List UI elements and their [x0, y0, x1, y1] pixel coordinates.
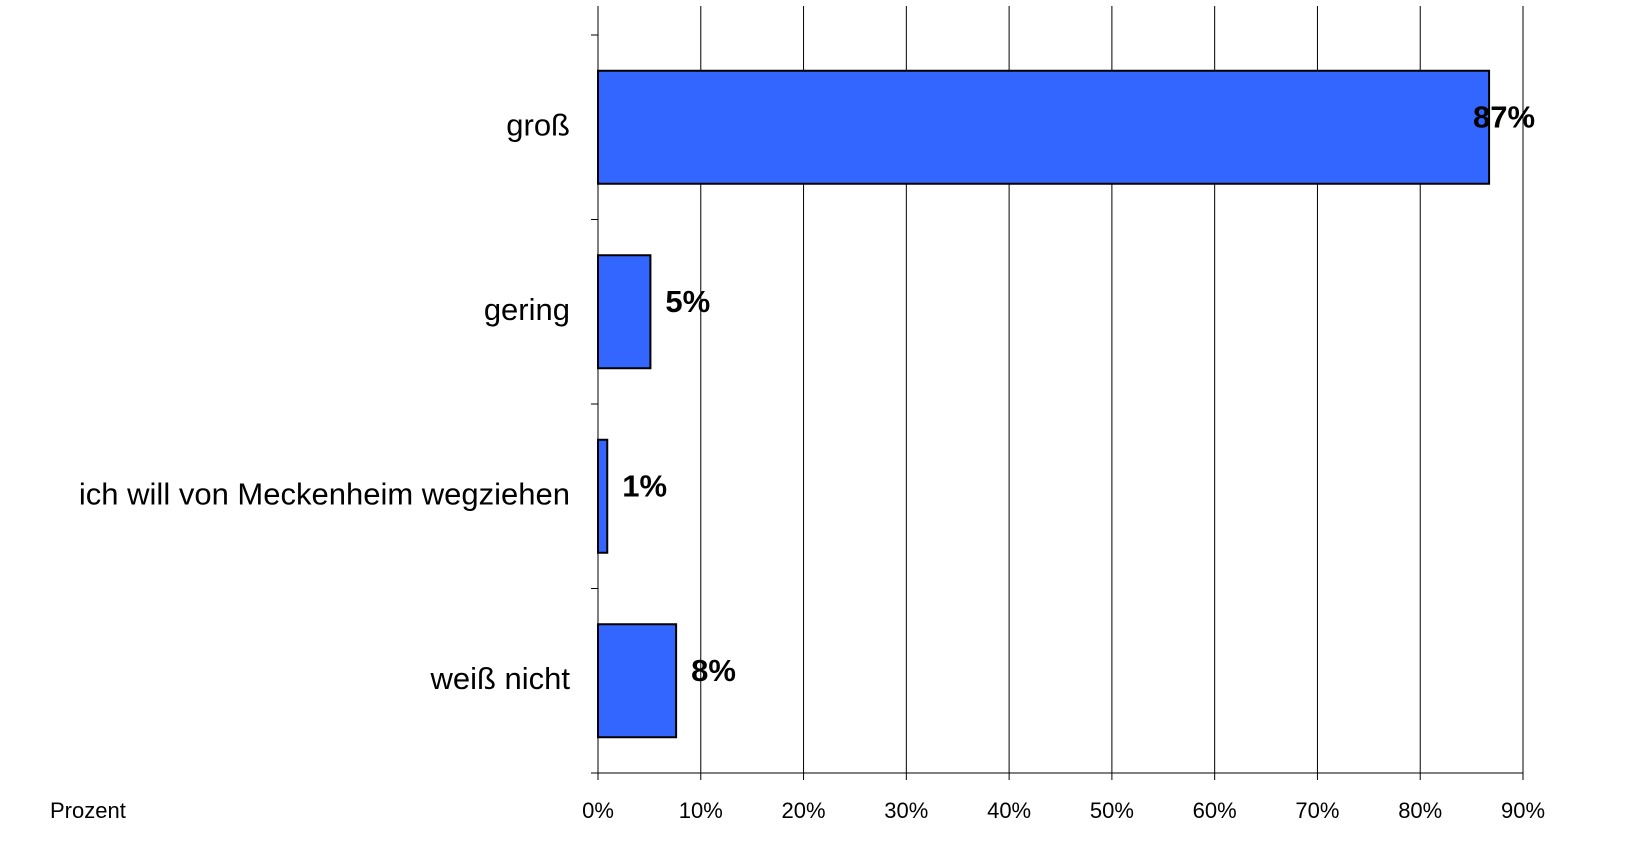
x-tick-label: 60%: [1193, 798, 1237, 823]
y-tick-label: weiß nicht: [429, 661, 570, 696]
y-tick-label: groß: [506, 107, 570, 142]
x-tick-label: 90%: [1501, 798, 1545, 823]
value-label: 1%: [622, 468, 667, 503]
x-tick-label: 10%: [679, 798, 723, 823]
value-label: 87%: [1473, 99, 1535, 134]
x-tick-label: 20%: [782, 798, 826, 823]
y-tick-label: gering: [484, 292, 570, 327]
value-label: 8%: [691, 653, 736, 688]
bar: [597, 254, 652, 370]
value-label: 5%: [665, 284, 710, 319]
x-tick-label: 30%: [884, 798, 928, 823]
axis-label: Prozent: [50, 798, 126, 823]
x-tick-label: 80%: [1398, 798, 1442, 823]
y-tick-label: ich will von Meckenheim wegziehen: [79, 476, 570, 511]
bar: [597, 438, 609, 554]
bar: [597, 69, 1491, 185]
x-tick-label: 0%: [582, 798, 614, 823]
bar: [597, 623, 678, 739]
x-tick-label: 70%: [1295, 798, 1339, 823]
x-tick-label: 40%: [987, 798, 1031, 823]
x-tick-label: 50%: [1090, 798, 1134, 823]
